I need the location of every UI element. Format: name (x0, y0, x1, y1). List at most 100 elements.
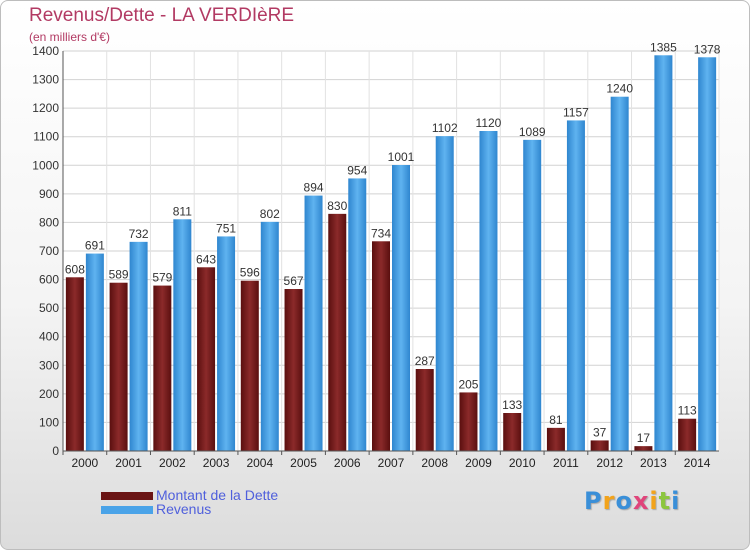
data-label-debt: 133 (502, 398, 522, 412)
grid-lines (62, 50, 720, 452)
x-tick-label: 2003 (203, 456, 230, 470)
y-tick-label: 700 (39, 244, 59, 258)
y-tick-label: 1200 (32, 101, 59, 115)
bar-revenue (566, 120, 585, 451)
logo-letter: i (649, 487, 659, 515)
data-label-revenue: 751 (216, 221, 236, 235)
data-label-revenue: 802 (260, 207, 280, 221)
bar-revenue (173, 219, 192, 451)
bar-revenue (523, 139, 542, 451)
data-label-revenue: 1102 (432, 121, 458, 135)
x-tick-label: 2006 (334, 456, 361, 470)
data-label-debt: 596 (240, 266, 260, 280)
data-label-debt: 643 (196, 252, 216, 266)
x-tick-label: 2012 (596, 456, 623, 470)
proxiti-logo: Proxiti (584, 487, 680, 515)
bar-revenue (217, 236, 236, 451)
x-tick-label: 2009 (465, 456, 492, 470)
data-label-debt: 81 (549, 413, 563, 427)
data-label-revenue: 1089 (519, 125, 546, 139)
data-label-revenue: 1157 (563, 105, 589, 119)
bar-debt (503, 413, 522, 451)
bar-revenue (435, 136, 454, 451)
legend-swatch-debt (101, 492, 153, 500)
y-tick-label: 800 (39, 215, 59, 229)
x-tick-label: 2002 (159, 456, 186, 470)
data-label-revenue: 732 (129, 227, 149, 241)
y-tick-label: 1000 (32, 158, 59, 172)
bar-revenue (698, 57, 717, 452)
bar-debt (590, 440, 609, 451)
x-tick-label: 2007 (378, 456, 405, 470)
x-tick-label: 2005 (290, 456, 317, 470)
legend-label-revenue: Revenus (156, 501, 212, 517)
bar-revenue (129, 241, 148, 451)
logo-letter: r (602, 487, 616, 515)
y-tick-label: 900 (39, 187, 59, 201)
chart-subtitle: (en milliers d'€) (29, 30, 110, 44)
bar-revenue (479, 131, 498, 451)
y-axis: 0 100 200 300 400 500 600 700 800 900 1000 1100 1200… (32, 44, 64, 458)
y-tick-label: 400 (39, 330, 59, 344)
data-label-debt: 205 (458, 377, 478, 391)
bar-debt (546, 427, 565, 451)
bar-revenue (260, 221, 279, 451)
data-label-debt: 734 (371, 226, 391, 240)
data-label-debt: 287 (415, 354, 435, 368)
y-tick-label: 1400 (32, 44, 59, 58)
x-tick-label: 2008 (421, 456, 448, 470)
x-tick-label: 2013 (640, 456, 667, 470)
bar-debt (372, 241, 390, 451)
data-label-revenue: 954 (347, 163, 367, 177)
x-axis: 2000 2001 2002 2003 2004 2005 2006 2007 2008 2009… (62, 450, 719, 470)
x-tick-label: 2010 (509, 456, 536, 470)
data-label-revenue: 1240 (606, 82, 633, 96)
bar-revenue (85, 253, 104, 451)
bar-debt (284, 289, 303, 451)
data-label-debt: 113 (678, 404, 697, 418)
bars (65, 55, 717, 452)
data-label-debt: 830 (327, 199, 347, 213)
bar-debt (65, 277, 84, 451)
bar-debt (415, 369, 434, 451)
chart-title: Revenus/Dette - LA VERDIèRE (29, 5, 295, 26)
x-tick-label: 2001 (115, 456, 142, 470)
logo-letter: x (632, 487, 650, 515)
data-label-revenue: 1001 (388, 150, 415, 164)
bar-debt (634, 446, 653, 451)
y-tick-label: 300 (39, 358, 59, 372)
y-tick-label: 1100 (33, 130, 59, 144)
x-tick-label: 2014 (684, 456, 711, 470)
logo-letter: i (671, 487, 681, 515)
bar-revenue (610, 96, 629, 451)
bar-revenue (348, 178, 367, 451)
logo-letter: P (584, 487, 603, 515)
data-label-debt: 589 (109, 268, 129, 282)
logo-letter: t (658, 487, 672, 515)
data-label-debt: 579 (152, 271, 172, 285)
bar-revenue (304, 195, 323, 451)
bar-debt (328, 213, 347, 451)
bar-debt (197, 267, 216, 451)
y-tick-label: 100 (39, 415, 59, 429)
bar-debt (240, 280, 259, 451)
data-label-debt: 37 (593, 425, 607, 439)
data-label-revenue: 894 (304, 181, 324, 195)
data-label-debt: 17 (637, 431, 651, 445)
bar-debt (153, 285, 172, 451)
data-label-revenue: 811 (173, 204, 192, 218)
logo-letter: o (615, 487, 633, 515)
data-label-revenue: 1120 (476, 116, 502, 130)
data-label-debt: 608 (65, 262, 85, 276)
legend-swatch-revenue (101, 506, 153, 514)
data-label-revenue: 691 (85, 239, 105, 253)
bar-revenue (654, 55, 673, 452)
bar-debt (678, 418, 697, 451)
x-tick-label: 2004 (246, 456, 273, 470)
bar-debt (109, 282, 128, 451)
y-tick-label: 200 (39, 387, 59, 401)
legend-label-debt: Montant de la Dette (156, 487, 279, 503)
